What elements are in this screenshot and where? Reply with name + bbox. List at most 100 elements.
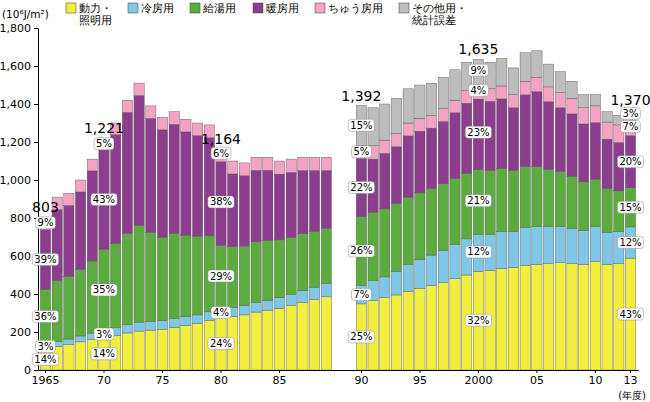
y-tick-mark <box>34 66 38 67</box>
bar <box>438 109 448 122</box>
y-tick-label: 0 <box>24 364 31 377</box>
share-label: 21% <box>465 195 491 207</box>
bar <box>274 308 284 370</box>
bar <box>274 298 284 308</box>
bar <box>520 95 530 167</box>
total-label: 1,370 <box>610 92 650 108</box>
bar <box>157 329 167 370</box>
share-label: 26% <box>348 245 374 257</box>
bar <box>134 83 144 96</box>
x-tick-mark <box>419 370 420 373</box>
bar <box>263 300 273 310</box>
bar <box>426 285 436 370</box>
share-label-box <box>617 156 643 168</box>
bar <box>274 161 284 174</box>
chart-container: 02004006008001,0001,2001,4001,6001,80019… <box>0 0 650 402</box>
bar <box>555 171 565 226</box>
bar <box>567 264 577 370</box>
legend-swatch <box>128 3 138 13</box>
x-tick-mark <box>220 370 221 373</box>
bar <box>192 236 202 315</box>
bar <box>87 261 97 333</box>
bar <box>438 250 448 282</box>
bar <box>579 230 589 264</box>
share-label-text: 35% <box>93 284 115 295</box>
share-label-box <box>617 308 643 320</box>
share-label-text: 20% <box>619 156 641 167</box>
bar <box>579 265 589 370</box>
x-tick-label: 85 <box>272 374 286 387</box>
bar <box>298 234 308 291</box>
share-label: 35% <box>91 284 117 296</box>
y-tick-mark <box>34 142 38 143</box>
bar <box>602 189 612 233</box>
y-tick: 400 <box>10 288 38 301</box>
bar <box>403 291 413 370</box>
share-label: 5% <box>351 146 371 158</box>
bar <box>75 269 85 336</box>
share-label-text: 5% <box>96 138 112 149</box>
bar <box>426 115 436 128</box>
bar <box>64 339 74 344</box>
bar <box>391 147 401 204</box>
bar <box>169 327 179 370</box>
bar <box>415 131 425 193</box>
share-label: 12% <box>465 246 491 258</box>
share-label-box <box>617 201 643 213</box>
bar <box>274 240 284 298</box>
bar <box>181 235 191 317</box>
bar <box>438 184 448 251</box>
share-label: 32% <box>465 314 491 326</box>
bar <box>532 265 542 370</box>
share-label-text: 14% <box>93 348 115 359</box>
x-tick: 10 <box>588 370 602 387</box>
share-label: 15% <box>617 201 643 213</box>
bar <box>438 121 448 183</box>
total-label: 1,164 <box>201 131 241 147</box>
bar <box>391 271 401 295</box>
total-label: 803 <box>32 199 59 215</box>
bar-series <box>40 77 635 229</box>
bar <box>590 262 600 370</box>
share-label: 29% <box>208 270 234 282</box>
bar <box>532 167 542 227</box>
bar <box>239 176 249 246</box>
share-label-text: 12% <box>467 246 489 257</box>
share-label: 22% <box>348 182 374 194</box>
x-tick-mark <box>162 370 163 373</box>
bar <box>543 87 553 102</box>
share-label-text: 12% <box>619 237 641 248</box>
bar <box>438 283 448 370</box>
y-tick-mark <box>34 180 38 181</box>
share-label-box <box>91 348 117 360</box>
share-label-text: 3% <box>38 341 54 352</box>
share-label-box <box>621 121 641 133</box>
share-label-text: 15% <box>619 202 641 213</box>
share-label: 43% <box>91 193 117 205</box>
bar <box>403 89 413 123</box>
bar <box>532 227 542 265</box>
bar <box>508 68 518 95</box>
y-tick-label: 400 <box>10 288 31 301</box>
bar <box>426 189 436 256</box>
y-tick: 1,000 <box>0 174 38 187</box>
chart-svg: 02004006008001,0001,2001,4001,6001,80019… <box>0 0 650 402</box>
bar <box>438 77 448 108</box>
bar <box>134 331 144 370</box>
bar <box>75 192 85 270</box>
legend-swatch <box>253 3 263 13</box>
share-label: 15% <box>348 119 374 131</box>
bar <box>263 157 273 170</box>
share-label: 14% <box>32 353 58 365</box>
share-label-box <box>465 126 491 138</box>
bar <box>567 114 577 176</box>
bar <box>590 95 600 106</box>
bar <box>567 98 577 114</box>
bar <box>169 112 179 125</box>
y-axis-title: (10⁶J/m²) <box>2 8 49 20</box>
bar <box>75 342 85 370</box>
bar <box>286 294 296 305</box>
bar <box>251 303 261 313</box>
share-label-text: 6% <box>213 148 229 159</box>
bar <box>520 81 530 95</box>
